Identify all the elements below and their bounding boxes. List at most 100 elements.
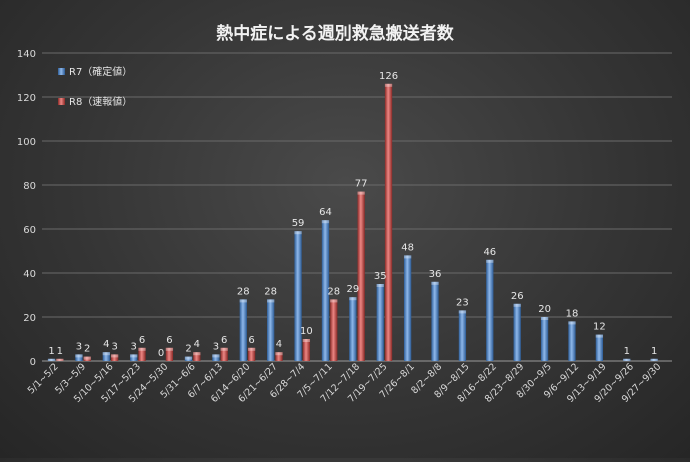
y-tick-label: 0 [30,357,36,368]
data-label: 46 [483,247,496,258]
data-label: 36 [429,269,442,280]
data-label: 6 [221,335,227,346]
data-label: 18 [566,308,579,319]
data-label: 4 [194,339,200,350]
data-label: 6 [166,335,172,346]
bar-r8 [302,339,311,361]
bar-r8 [275,352,283,361]
data-label: 12 [593,322,606,333]
bar-cap [56,358,64,361]
data-label: 3 [131,341,137,352]
bar-r7 [184,356,193,361]
bar-cap [321,220,330,224]
bar-r7 [130,354,138,361]
data-label: 2 [185,344,191,355]
bar-r7 [349,297,357,361]
data-label: 126 [379,71,398,82]
y-tick-label: 40 [23,269,36,280]
data-label: 1 [57,346,63,357]
bar-cap [431,281,439,285]
bar-r8 [138,347,146,361]
bar-cap [357,191,365,195]
data-label: 23 [456,297,469,308]
legend-swatch-r8 [58,98,65,105]
bar-cap [138,347,146,351]
data-label: 10 [300,326,313,337]
y-tick-label: 80 [23,181,36,192]
bar-cap [294,231,302,235]
bar-r7 [47,358,56,361]
bar-r8 [330,299,338,361]
data-label: 4 [103,339,109,350]
bar-cap [130,354,138,358]
data-label: 3 [76,341,82,352]
bar-cap [384,83,393,87]
data-label: 1 [651,346,657,357]
y-tick-label: 140 [17,49,36,60]
bar-cap [239,299,247,303]
bar-r8 [247,347,256,361]
data-label: 3 [111,341,117,352]
bar-cap [568,321,576,325]
bar-r7 [568,321,576,361]
bar-cap [47,358,56,361]
y-tick-label: 60 [23,225,36,236]
y-tick-label: 120 [17,93,36,104]
bar-cap [267,299,275,303]
bar-r7 [458,310,467,361]
bar-r7 [75,354,83,361]
bar-cap [75,354,83,358]
bar-cap [275,352,283,356]
data-label: 26 [511,291,524,302]
bar-r8 [220,347,228,361]
bar-r7 [239,299,247,361]
bar-r7 [102,352,110,361]
bar-cap [165,347,174,351]
data-label: 35 [374,271,387,282]
data-label: 3 [213,341,219,352]
data-label: 28 [264,286,277,297]
data-label: 6 [248,335,254,346]
bar-cap [83,356,91,360]
y-tick-label: 20 [23,313,36,324]
data-label: 28 [237,286,250,297]
legend-label: R7（確定値） [69,65,132,78]
data-label: 77 [355,179,368,190]
bar-cap [376,284,384,287]
bar-r8 [83,356,91,361]
bar-r7 [267,299,275,361]
bar-cap [302,339,311,342]
bar-cap [623,358,631,361]
bar-cap [220,347,228,351]
bar-r7 [513,303,521,361]
bar-r8 [384,83,393,362]
bar-r7 [623,358,631,361]
bar-r7 [294,231,302,361]
bar-cap [330,299,338,303]
data-label: 4 [276,339,282,350]
bar-cap [102,352,110,356]
bar-r7 [431,281,439,361]
data-label: 59 [292,218,305,229]
data-label: 6 [139,335,145,346]
bar-r8 [56,358,64,361]
bar-cap [193,352,201,356]
bar-cap [184,356,193,360]
bar-r7 [486,259,494,361]
bar-r8 [357,191,365,361]
bar-cap [595,334,604,338]
bar-cap [212,354,220,358]
bar-cap [540,317,549,320]
data-label: 2 [84,344,90,355]
bar-r7 [540,317,549,361]
data-label: 20 [538,304,551,315]
data-label: 1 [624,346,630,357]
chart-title: 熱中症による週別救急搬送者数 [216,23,454,44]
data-label: 64 [319,207,332,218]
y-tick-label: 100 [17,137,36,148]
legend-swatch-r7 [58,68,65,75]
bar-r7 [376,284,384,361]
bar-r7 [212,354,220,361]
data-label: 0 [158,348,164,359]
